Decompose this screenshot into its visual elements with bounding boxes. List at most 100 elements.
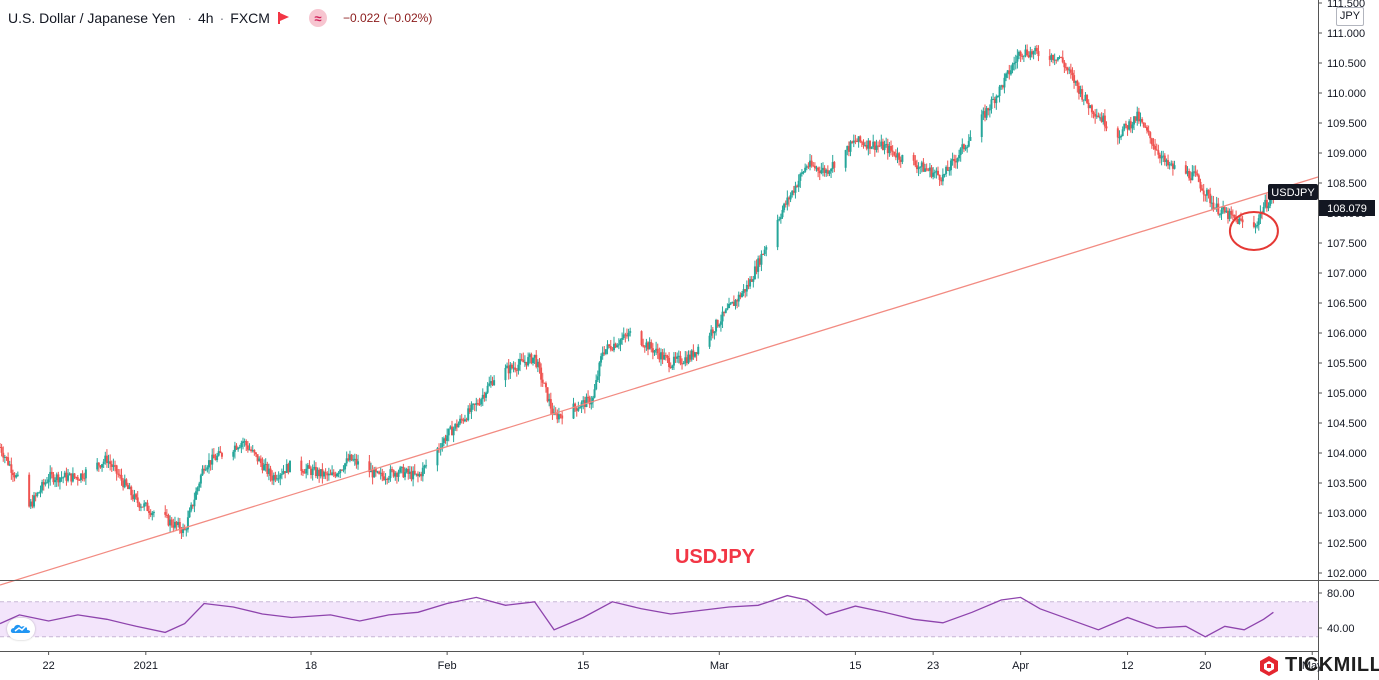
candle-body — [993, 98, 996, 104]
candle-body — [813, 165, 816, 169]
symbol-title[interactable]: U.S. Dollar / Japanese Yen — [8, 10, 176, 26]
candle-body — [259, 458, 262, 464]
candle-body — [34, 495, 37, 497]
candle-body — [557, 414, 560, 420]
candle-body — [256, 454, 259, 462]
candle-body — [672, 356, 675, 366]
candle-body — [1207, 189, 1210, 194]
candle-body — [954, 161, 957, 163]
candle-body — [1032, 51, 1035, 55]
candle-body — [148, 510, 151, 514]
candle-body — [191, 504, 194, 507]
time-axis[interactable]: 22 2021 18 Feb 15 Mar 15 23 Apr 12 20 May — [42, 651, 1323, 672]
price-axis[interactable]: 111.500 111.000 110.500 110.000 109.500 109.0… — [1318, 0, 1367, 580]
candle-body — [1189, 178, 1192, 181]
candle-body — [651, 348, 654, 353]
candle-body — [830, 168, 833, 172]
candle-body — [1241, 219, 1244, 223]
candle-body — [846, 145, 849, 151]
candle-body — [796, 185, 799, 187]
candle-body — [504, 367, 507, 381]
wave-icon[interactable]: ≈ — [308, 9, 327, 27]
candle-body — [99, 465, 102, 468]
svg-text:108.079: 108.079 — [1327, 203, 1367, 215]
candle-body — [752, 279, 755, 282]
flag-icon[interactable] — [277, 12, 289, 24]
candle-body — [355, 458, 358, 465]
candle-body — [530, 354, 533, 364]
tradingview-logo-button[interactable] — [7, 618, 35, 640]
exchange-label: FXCM — [230, 10, 270, 26]
candle-body — [1139, 119, 1142, 122]
candle-body — [1134, 116, 1137, 121]
candle-body — [512, 367, 515, 369]
candle-body — [668, 357, 671, 367]
interval-label[interactable]: 4h — [198, 10, 214, 26]
candle-body — [334, 474, 337, 477]
candle-body — [967, 140, 970, 147]
candle-body — [624, 334, 627, 336]
candle-body — [724, 309, 727, 313]
candle-body — [188, 510, 191, 518]
candle-body — [332, 472, 335, 475]
candle-body — [352, 459, 355, 461]
candle-body — [682, 363, 685, 365]
candle-body — [1165, 160, 1168, 162]
candle-body — [898, 153, 901, 160]
candle-body — [710, 329, 713, 336]
candle-body — [742, 289, 745, 294]
candle-body — [507, 365, 510, 374]
candle-body — [55, 474, 58, 481]
candle-body — [1001, 85, 1004, 88]
candle-body — [956, 158, 959, 163]
candle-body — [1011, 64, 1014, 71]
candle-body — [391, 469, 394, 471]
candle-body — [828, 171, 831, 174]
candle-body — [888, 146, 891, 154]
candle-body — [112, 465, 115, 467]
candle-body — [267, 468, 270, 474]
candle-body — [1099, 117, 1102, 119]
candle-body — [386, 478, 389, 480]
candle-body — [736, 300, 739, 302]
candle-body — [29, 501, 32, 507]
candle-body — [1223, 207, 1226, 213]
candle-body — [75, 477, 78, 479]
candle-body — [574, 403, 577, 408]
candle-body — [410, 471, 413, 480]
candle-body — [844, 150, 847, 168]
candle-body — [969, 136, 972, 141]
candle-body — [319, 469, 322, 477]
candle-body — [885, 144, 888, 146]
price-tick-label: 103.500 — [1327, 478, 1367, 490]
candle-body — [519, 359, 522, 365]
candle-body — [1097, 115, 1100, 118]
candle-body — [875, 145, 878, 150]
candle-body — [821, 167, 824, 171]
candle-body — [758, 258, 761, 265]
candle-body — [711, 329, 714, 334]
support-trendline — [0, 176, 1319, 586]
candle-body — [126, 485, 129, 490]
currency-badge[interactable]: JPY — [1336, 7, 1364, 26]
candle-body — [849, 141, 852, 152]
candle-body — [408, 471, 411, 474]
candle-body — [11, 472, 14, 476]
candle-body — [101, 464, 104, 468]
candle-body — [747, 284, 750, 287]
candle-body — [1063, 62, 1066, 68]
candle-body — [243, 441, 246, 443]
candle-body — [595, 380, 598, 390]
candle-body — [7, 457, 10, 465]
candle-body — [647, 342, 650, 350]
candle-body — [1084, 94, 1087, 100]
candle-body — [31, 501, 34, 507]
candle-body — [329, 473, 332, 475]
candle-body — [381, 472, 384, 477]
candle-body — [546, 387, 549, 402]
rsi-axis[interactable]: 80.00 40.00 — [1318, 588, 1355, 635]
candle-body — [83, 478, 86, 480]
candle-body — [608, 344, 611, 347]
candle-body — [617, 344, 620, 346]
